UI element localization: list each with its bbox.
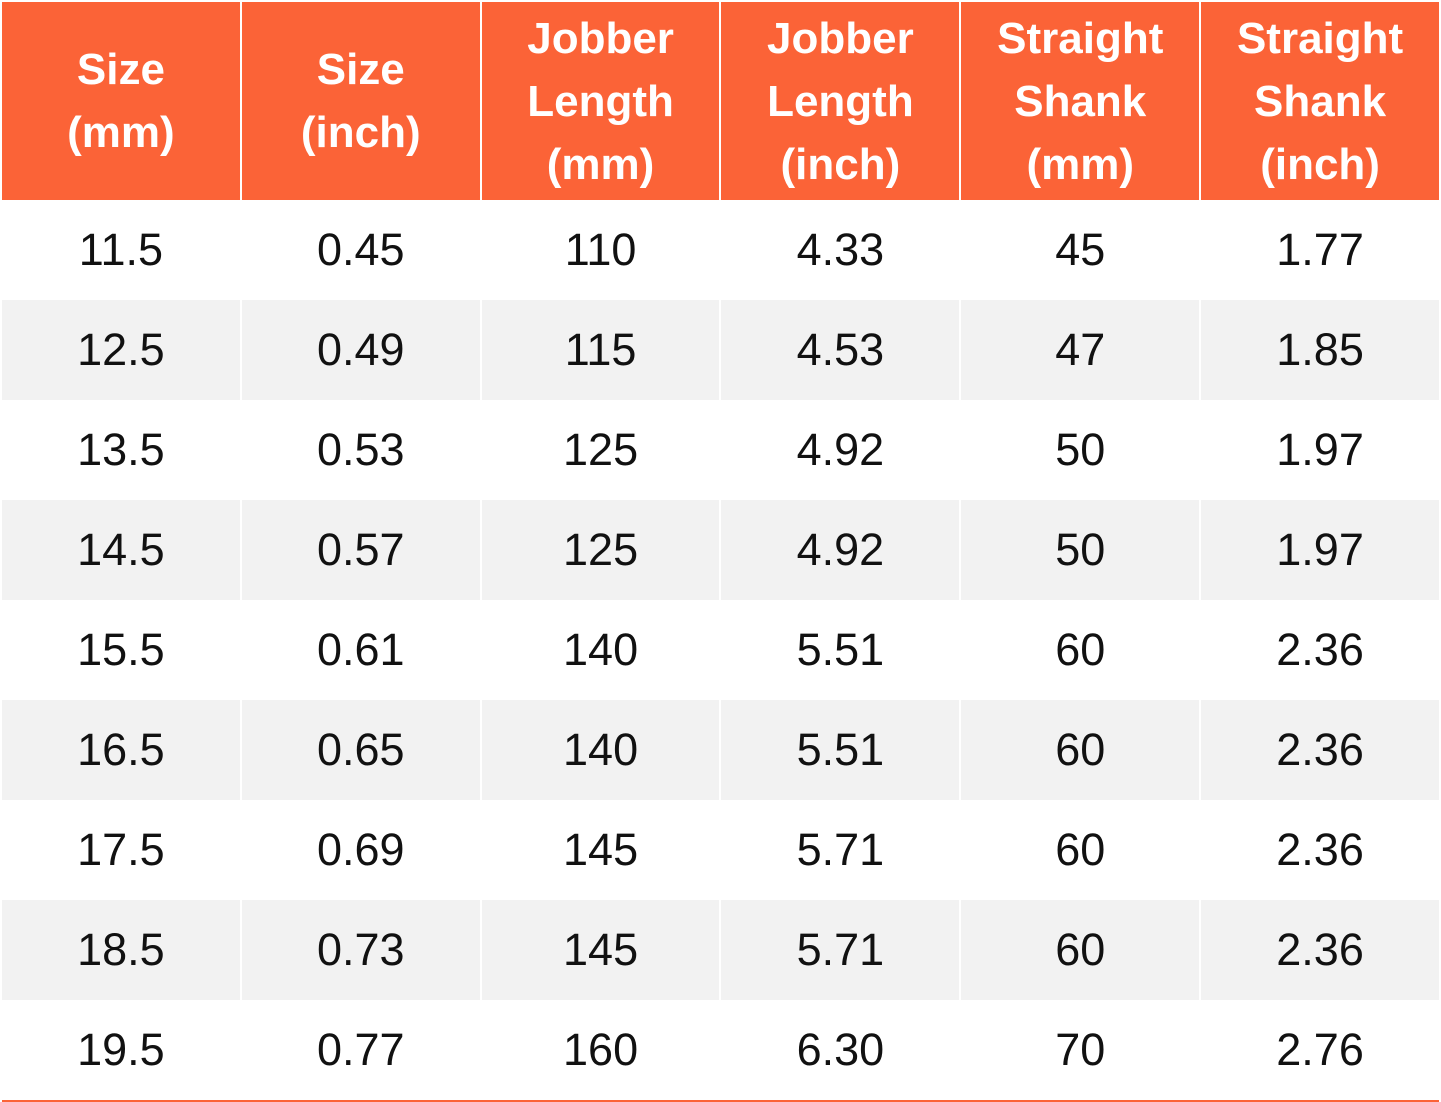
cell-size-mm: 17.5 [2, 800, 240, 900]
column-header-straight-shank-inch: Straight Shank (inch) [1201, 2, 1439, 200]
cell-size-mm: 13.5 [2, 400, 240, 500]
cell-size-mm: 11.5 [2, 200, 240, 300]
column-header-straight-shank-mm: Straight Shank (mm) [961, 2, 1200, 200]
cell-size-inch: 0.69 [241, 800, 480, 900]
column-header-size-inch: Size (inch) [241, 2, 480, 200]
cell-size-mm: 15.5 [2, 600, 240, 700]
cell-jobber-length-inch: 4.33 [721, 200, 960, 300]
cell-jobber-length-inch: 5.51 [721, 600, 960, 700]
column-header-jobber-length-mm: Jobber Length (mm) [481, 2, 720, 200]
cell-jobber-length-inch: 5.71 [721, 800, 960, 900]
cell-size-mm: 19.5 [2, 1000, 240, 1100]
column-header-size-mm: Size (mm) [2, 2, 240, 200]
cell-jobber-length-mm: 140 [481, 600, 720, 700]
cell-straight-shank-inch: 2.36 [1201, 800, 1439, 900]
cell-straight-shank-mm: 50 [961, 500, 1200, 600]
cell-straight-shank-mm: 47 [961, 300, 1200, 400]
cell-straight-shank-inch: 1.97 [1201, 400, 1439, 500]
cell-straight-shank-inch: 1.77 [1201, 200, 1439, 300]
cell-jobber-length-mm: 145 [481, 900, 720, 1000]
cell-jobber-length-inch: 4.53 [721, 300, 960, 400]
cell-jobber-length-mm: 145 [481, 800, 720, 900]
cell-straight-shank-mm: 70 [961, 1000, 1200, 1100]
cell-straight-shank-inch: 2.36 [1201, 900, 1439, 1000]
cell-size-inch: 0.45 [241, 200, 480, 300]
cell-size-mm: 18.5 [2, 900, 240, 1000]
cell-jobber-length-mm: 140 [481, 700, 720, 800]
cell-size-inch: 0.65 [241, 700, 480, 800]
cell-straight-shank-mm: 45 [961, 200, 1200, 300]
cell-straight-shank-inch: 2.36 [1201, 700, 1439, 800]
cell-straight-shank-mm: 60 [961, 800, 1200, 900]
cell-size-inch: 0.61 [241, 600, 480, 700]
cell-size-mm: 12.5 [2, 300, 240, 400]
cell-jobber-length-mm: 110 [481, 200, 720, 300]
cell-straight-shank-inch: 1.97 [1201, 500, 1439, 600]
cell-size-mm: 14.5 [2, 500, 240, 600]
cell-straight-shank-mm: 60 [961, 700, 1200, 800]
cell-jobber-length-inch: 5.71 [721, 900, 960, 1000]
cell-size-inch: 0.57 [241, 500, 480, 600]
cell-straight-shank-mm: 60 [961, 600, 1200, 700]
cell-jobber-length-mm: 125 [481, 500, 720, 600]
cell-straight-shank-mm: 60 [961, 900, 1200, 1000]
cell-jobber-length-inch: 4.92 [721, 400, 960, 500]
cell-size-inch: 0.77 [241, 1000, 480, 1100]
cell-straight-shank-inch: 1.85 [1201, 300, 1439, 400]
cell-jobber-length-mm: 160 [481, 1000, 720, 1100]
cell-size-mm: 16.5 [2, 700, 240, 800]
cell-size-inch: 0.53 [241, 400, 480, 500]
cell-straight-shank-mm: 50 [961, 400, 1200, 500]
cell-jobber-length-inch: 6.30 [721, 1000, 960, 1100]
cell-jobber-length-mm: 125 [481, 400, 720, 500]
column-header-jobber-length-inch: Jobber Length (inch) [721, 2, 960, 200]
cell-jobber-length-inch: 5.51 [721, 700, 960, 800]
cell-straight-shank-inch: 2.76 [1201, 1000, 1439, 1100]
cell-jobber-length-inch: 4.92 [721, 500, 960, 600]
cell-straight-shank-inch: 2.36 [1201, 600, 1439, 700]
cell-size-inch: 0.73 [241, 900, 480, 1000]
cell-size-inch: 0.49 [241, 300, 480, 400]
cell-jobber-length-mm: 115 [481, 300, 720, 400]
